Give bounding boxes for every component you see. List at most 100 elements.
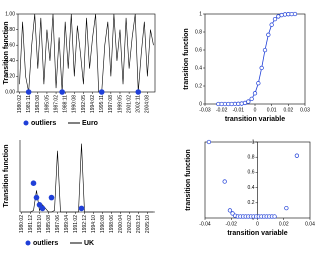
point (206, 139, 212, 145)
point (256, 81, 261, 86)
x-tick-label: 1991:02 (73, 215, 79, 233)
outlier-dot (78, 205, 85, 212)
outlier-dot (39, 205, 46, 212)
outlier-dot (30, 180, 37, 186)
x-tick-label: 1996:08 (100, 215, 106, 233)
point (249, 96, 254, 102)
y-tick-label: 0.6 (248, 170, 255, 176)
point (279, 12, 284, 18)
x-tick-label: 1983:10 (37, 215, 43, 233)
y-axis-label: Transition function (3, 145, 10, 208)
legend-label: outliers (33, 240, 58, 247)
x-axis-label: transition variable (227, 230, 287, 237)
x-tick-label: 1988:11 (63, 95, 69, 113)
y-axis-label: transition function (183, 28, 190, 89)
point (246, 99, 251, 104)
y-tick-label: 1.00 (5, 11, 15, 17)
y-tick-label: 0.80 (5, 27, 15, 33)
point (272, 214, 277, 219)
point (230, 211, 235, 216)
legend-dot (25, 240, 31, 246)
y-tick-label: 0.8 (248, 155, 255, 161)
x-tick-label: 2002:02 (127, 215, 133, 233)
curve (218, 13, 296, 105)
y-tick-label: 0.4 (195, 65, 202, 71)
legend-label: Euro (82, 120, 98, 127)
x-tick-label: 0.03 (300, 107, 310, 113)
y-tick-label: 0.8 (195, 29, 202, 35)
y-tick-label: 0.2 (195, 83, 202, 89)
outlier-dot (25, 89, 32, 95)
x-tick-label: 2004:08 (145, 95, 151, 113)
x-tick-label: -0.01 (233, 107, 245, 113)
x-tick-label: 0 (256, 221, 259, 227)
x-tick-label: 2002:11 (136, 95, 142, 113)
x-tick-label: 0.01 (267, 107, 277, 113)
point (252, 91, 258, 96)
legend-label: UK (84, 240, 94, 247)
x-tick-label: 1989:04 (64, 215, 70, 233)
x-tick-label: 1994:02 (90, 95, 96, 113)
series-line (21, 143, 154, 213)
y-tick-label: 0.40 (5, 58, 15, 64)
x-tick-label: 0 (254, 107, 257, 113)
y-tick-label: 0.00 (5, 89, 15, 95)
y-tick-label: 0.20 (5, 74, 15, 80)
point (266, 32, 271, 37)
x-tick-label: 0.02 (279, 221, 289, 227)
outlier-dot (59, 89, 65, 95)
x-tick-label: 1990:08 (72, 95, 78, 113)
y-axis-label: transition function (185, 149, 192, 210)
y-tick-label: 1 (252, 139, 255, 145)
x-tick-label: -0.04 (199, 221, 211, 227)
point (284, 205, 289, 211)
x-tick-label: 1981:12 (28, 215, 34, 233)
point (262, 47, 268, 53)
x-tick-label: 2005:10 (145, 215, 151, 233)
y-tick-label: 0.2 (248, 200, 255, 206)
outlier-dot (135, 89, 142, 95)
y-tick-label: 0.4 (248, 185, 255, 191)
y-tick-label: 0 (199, 101, 202, 107)
y-tick-label: 0.60 (5, 43, 15, 49)
x-tick-label: -0.02 (216, 107, 228, 113)
x-tick-label: 1999:05 (117, 95, 123, 113)
x-tick-label: 1992:12 (82, 215, 88, 233)
point (292, 11, 298, 17)
legend-dot (23, 120, 29, 126)
x-tick-label: 1994:10 (91, 215, 97, 233)
x-tick-label: 0.02 (283, 107, 293, 113)
outlier-dot (98, 89, 105, 95)
x-tick-label: 1980:02 (19, 215, 25, 233)
x-tick-label: 1992:05 (81, 95, 87, 113)
x-tick-label: 1985:05 (44, 95, 50, 113)
outlier-dot (33, 194, 40, 201)
point (294, 153, 300, 158)
x-tick-label: 2003:12 (136, 215, 142, 233)
point (227, 208, 233, 213)
x-tick-label: -0.02 (226, 221, 238, 227)
x-tick-label: 1987:06 (55, 215, 61, 233)
point (259, 65, 264, 71)
x-tick-label: 1998:06 (109, 215, 115, 233)
x-tick-label: 1981:11 (26, 95, 32, 113)
plot-frame (204, 13, 306, 105)
point (272, 16, 278, 22)
x-tick-label: 2001:02 (126, 95, 132, 113)
y-axis-label: Transition function (3, 22, 10, 85)
x-tick-label: 0.04 (305, 221, 315, 227)
x-tick-label: 1997:08 (108, 95, 114, 113)
point (239, 101, 244, 106)
outlier-dot (48, 194, 55, 201)
y-tick-label: 1 (199, 11, 202, 17)
x-tick-label: 2000:04 (118, 215, 124, 233)
x-tick-label: 1995:11 (99, 95, 105, 113)
x-tick-label: 1987:02 (53, 95, 59, 113)
point (222, 179, 227, 184)
x-axis-label: transition variable (225, 116, 285, 123)
y-tick-label: 0.6 (195, 47, 202, 53)
x-tick-label: -0.03 (199, 107, 211, 113)
point (269, 22, 274, 27)
x-tick-label: 1985:08 (46, 215, 52, 233)
